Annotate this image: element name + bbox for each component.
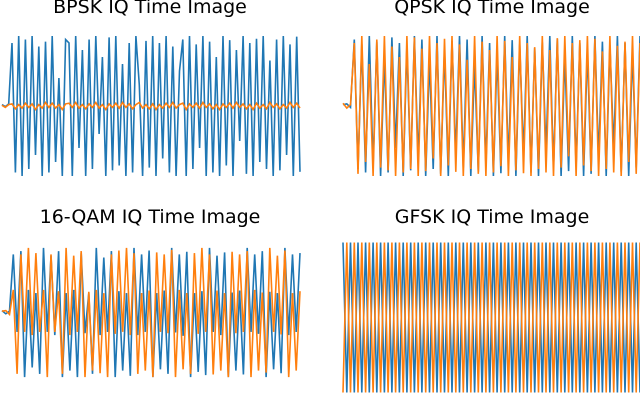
bpsk-q-channel-line — [1, 100, 301, 112]
qam16-plot — [1, 247, 301, 378]
gfsk-plot — [342, 242, 640, 393]
bpsk-chart-title: BPSK IQ Time Image — [53, 0, 247, 18]
gfsk-chart-title: GFSK IQ Time Image — [394, 206, 590, 228]
bpsk-plot — [1, 35, 301, 177]
qpsk-q-channel-line — [342, 35, 640, 177]
qam16-chart-title: 16-QAM IQ Time Image — [39, 206, 261, 228]
bpsk-i-channel-line — [1, 35, 301, 177]
qpsk-chart-title: QPSK IQ Time Image — [394, 0, 590, 18]
qpsk-plot — [342, 35, 640, 177]
gfsk-q-channel-line — [342, 242, 640, 393]
qam16-q-channel-line — [1, 247, 301, 378]
